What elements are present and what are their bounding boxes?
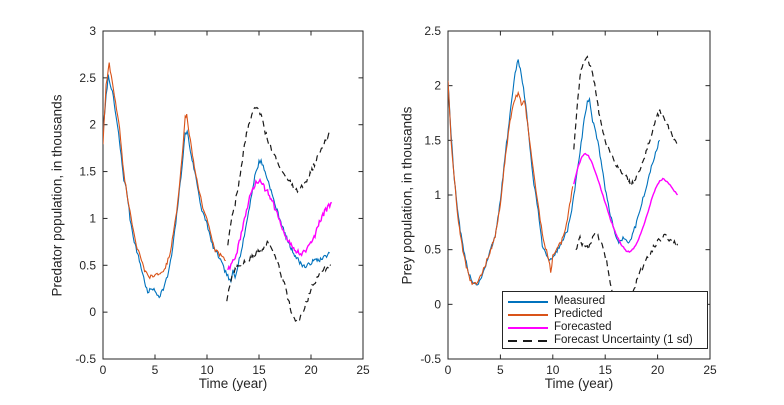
y-tick-label: -0.5 [75, 352, 96, 366]
plot-line-forecasted [227, 177, 333, 271]
y-tick-label: -0.5 [420, 352, 441, 366]
x-tick-label: 10 [546, 363, 560, 377]
legend-label-predicted: Predicted [554, 308, 603, 320]
y-tick-label: 2.5 [79, 71, 96, 85]
y-tick-label: 3 [89, 24, 96, 38]
subplot-0: 0 5 10 15 20 25 -0.5 0 0.5 1 1.5 2 2.5 3 [75, 24, 370, 377]
x-tick-label: 0 [445, 363, 452, 377]
x-tick-label: 20 [651, 363, 665, 377]
right-y-axis-label: Prey population, in thousands [399, 106, 415, 284]
x-tick-label: 10 [200, 363, 214, 377]
x-tick-label: 25 [356, 363, 370, 377]
legend-label-forecasted: Forecasted [554, 321, 612, 333]
plot-line-forecasted [573, 152, 679, 253]
legend: Measured Predicted Forecasted Forecast U… [502, 291, 708, 349]
legend-label-forecast-uncertainty: Forecast Uncertainty (1 sd) [554, 334, 693, 346]
x-tick-label: 0 [100, 363, 107, 377]
y-tick-label: 1.5 [424, 133, 441, 147]
y-tick-label: 0 [89, 305, 96, 319]
axes-box [102, 30, 364, 360]
y-tick-label: 1 [434, 188, 441, 202]
y-tick-label: 0.5 [79, 258, 96, 272]
y-tick-label: 0.5 [424, 243, 441, 257]
legend-item-forecast-uncertainty: Forecast Uncertainty (1 sd) [503, 334, 707, 347]
legend-item-measured: Measured [503, 295, 707, 308]
plot-line-measured [448, 59, 661, 286]
x-tick-label: 5 [497, 363, 504, 377]
legend-line-sample-forecasted [508, 326, 548, 329]
y-tick-label: 1.5 [79, 165, 96, 179]
y-tick-label: 2 [434, 79, 441, 93]
y-tick-label: 2.5 [424, 24, 441, 38]
subplot-1: 0 5 10 15 20 25 -0.5 0 0.5 1 1.5 2 2.5 [420, 24, 717, 377]
y-tick-label: 1 [89, 211, 96, 225]
legend-line-sample-measured [508, 300, 548, 303]
right-x-axis-label: Time (year) [544, 376, 614, 391]
plot-line-measured [103, 74, 331, 299]
x-tick-label: 25 [703, 363, 717, 377]
plot-line-predicted [448, 80, 574, 286]
legend-line-sample-predicted [508, 313, 548, 316]
legend-line-sample-forecast-uncertainty [508, 339, 548, 342]
left-x-axis-label: Time (year) [198, 376, 268, 391]
legend-label-measured: Measured [554, 295, 606, 307]
plot-line-forecast-uncertainty-1-sd-lower [226, 239, 332, 322]
legend-item-predicted: Predicted [503, 308, 707, 321]
x-tick-label: 5 [152, 363, 159, 377]
legend-item-forecasted: Forecasted [503, 321, 707, 334]
x-tick-label: 20 [304, 363, 318, 377]
y-tick-label: 2 [89, 118, 96, 132]
left-y-axis-label: Predator population, in thousands [49, 94, 65, 296]
x-tick-label: 15 [599, 363, 613, 377]
plot-line-predicted [103, 62, 226, 280]
x-tick-label: 15 [252, 363, 266, 377]
y-tick-label: 0 [434, 297, 441, 311]
plot-line-forecast-uncertainty-1-sd-upper [573, 55, 679, 187]
